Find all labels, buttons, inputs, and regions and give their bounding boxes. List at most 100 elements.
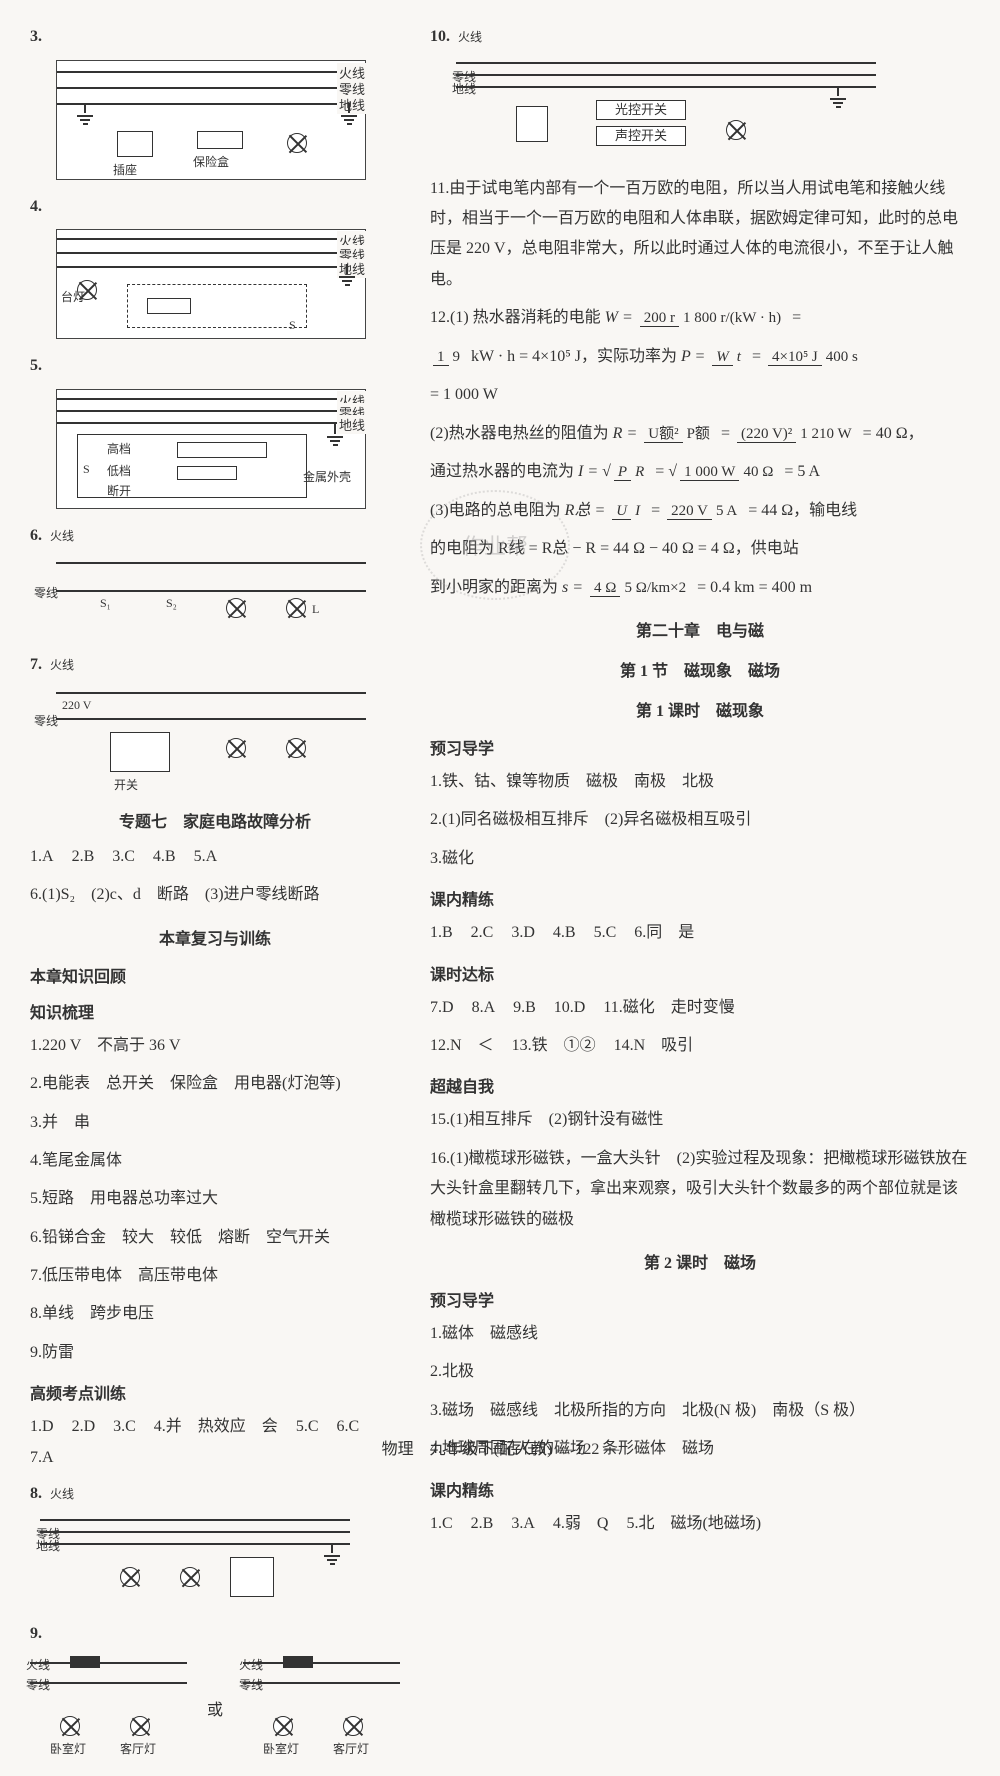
pv2-3: 3.磁场 磁感线 北极所指的方向 北极(N 极) 南极（S 极） <box>430 1396 970 1426</box>
q12-w-b: 1 800 r/(kW · h) <box>679 310 785 326</box>
q12-w-eq: W = <box>605 309 633 326</box>
hf-1: 1.D <box>30 1418 54 1435</box>
d4-s: S <box>289 318 296 333</box>
ic1-5: 5.C <box>594 924 617 941</box>
p-v-t: 4×10⁵ J <box>768 349 822 366</box>
by15: 15.(1)相互排斥 (2)钢针没有磁性 <box>430 1105 970 1135</box>
d6-s2: S₂ <box>166 596 177 611</box>
ch20-title: 第二十章 电与磁 <box>430 617 970 641</box>
d9b-living: 客厅灯 <box>333 1740 369 1757</box>
d9b-bed: 卧室灯 <box>263 1740 299 1757</box>
kl-4: 4.笔尾金属体 <box>30 1146 400 1176</box>
ic2-5: 5.北 磁场(地磁场) <box>626 1515 761 1532</box>
sb: 5 Ω/km×2 <box>620 580 690 596</box>
ic1-1: 1.B <box>430 924 453 941</box>
pv1-1: 1.铁、钴、镍等物质 磁极 南极 北极 <box>430 767 970 797</box>
q12-lead: 12.(1) 热水器消耗的电能 <box>430 309 601 326</box>
ksa-10: 10.D <box>554 999 586 1016</box>
pv2-1: 1.磁体 磁感线 <box>430 1319 970 1349</box>
rt2b: 5 A <box>712 503 741 519</box>
r1t: U额² <box>644 426 682 443</box>
by16: 16.(1)橄榄球形磁铁，一盒大头针 (2)实验过程及现象：把橄榄球形磁铁放在大… <box>430 1144 970 1235</box>
ksa-9: 9.B <box>513 999 536 1016</box>
dist-lead: 到小明家的距离为 <box>430 579 562 596</box>
d6-l: L <box>312 602 319 617</box>
d9b-neutral: 零线 <box>239 1676 263 1693</box>
ksb-12: 12.N ＜ <box>430 1037 494 1054</box>
r1b: P额 <box>683 426 714 442</box>
d3-fuse-label: 保险盒 <box>193 153 229 170</box>
q12-dist: 到小明家的距离为 s = 4 Ω5 Ω/km×2 = 0.4 km = 400 … <box>430 573 970 604</box>
d10-ground: 地线 <box>452 80 476 97</box>
diagram-8: 零线 地线 <box>40 1517 350 1607</box>
rtot-eq: R总 = <box>565 502 606 519</box>
d5-s: S <box>83 462 90 477</box>
d10-light-sw: 光控开关 <box>596 100 686 120</box>
r-eq: R = <box>613 425 638 442</box>
preview-2: 预习导学 <box>430 1287 970 1311</box>
p-v-b: 400 s <box>822 349 862 365</box>
q9-num: 9. <box>30 1625 42 1642</box>
ksb-14: 14.N 吸引 <box>614 1037 694 1054</box>
d10-fire: 火线 <box>458 30 482 44</box>
kl-9: 9.防雷 <box>30 1338 400 1368</box>
pv1-2: 2.(1)同名磁极相互排斥 (2)异名磁极相互吸引 <box>430 805 970 835</box>
preview-1: 预习导学 <box>430 735 970 759</box>
d8-fire: 火线 <box>50 1487 74 1501</box>
d9a-bed: 卧室灯 <box>50 1740 86 1757</box>
ic2-answers: 1.C 2.B 3.A 4.弱 Q 5.北 磁场(地磁场) <box>430 1509 970 1539</box>
q3-num: 3. <box>30 28 42 45</box>
inclass-1: 课内精练 <box>430 886 970 910</box>
p-wt-b: t <box>733 349 745 365</box>
beyond-head: 超越自我 <box>430 1073 970 1097</box>
hf-3: 3.C <box>113 1418 136 1435</box>
hf-2: 2.D <box>72 1418 96 1435</box>
rtt: U <box>612 503 631 520</box>
diagram-9-pair: 火线 零线 卧室灯 客厅灯 或 火线 零线 卧室灯 客厅灯 <box>30 1650 400 1766</box>
diagram-10: 零线 地线 光控开关 声控开关 <box>456 60 876 160</box>
q12-3-lead: (3)电路的总电阻为 <box>430 502 565 519</box>
d3-ground-label: 地线 <box>337 95 367 114</box>
hf-6: 6.C <box>336 1418 359 1435</box>
q12-rline: 的电阻为 R线 = R总 − R = 44 Ω − 40 Ω = 4 Ω，供电站 <box>430 534 970 564</box>
ic1-3: 3.D <box>511 924 535 941</box>
topic7-title: 专题七 家庭电路故障分析 <box>30 808 400 832</box>
ic2-1: 1.C <box>430 1515 453 1532</box>
sec-review: 本章知识回顾 <box>30 963 400 987</box>
r2t: (220 V)² <box>737 426 796 443</box>
t7-a1: 1.A <box>30 848 54 865</box>
d7-neutral: 零线 <box>34 712 58 729</box>
les1-title: 第 1 课时 磁现象 <box>430 697 970 721</box>
i-eq: I = <box>578 463 598 480</box>
review-title: 本章复习与训练 <box>30 925 400 949</box>
d6-s1: S₁ <box>100 596 111 611</box>
q12-kwh: kW · h = 4×10⁵ J，实际功率为 <box>471 348 681 365</box>
i1b: R <box>631 464 648 480</box>
d9a-fire: 火线 <box>26 1656 50 1673</box>
p-wt-t: W <box>712 349 733 366</box>
q12-w-t: 200 r <box>640 310 679 327</box>
q4-num: 4. <box>30 198 42 215</box>
q6-num: 6. <box>30 527 42 544</box>
d5-hi: 高档 <box>107 440 131 457</box>
les2-title: 第 2 课时 磁场 <box>430 1249 970 1273</box>
r-res: = 40 Ω， <box>863 425 924 442</box>
d6-neutral: 零线 <box>34 584 58 601</box>
s-eq: s = <box>562 579 583 596</box>
t7-a4: 4.B <box>153 848 176 865</box>
q5-num: 5. <box>30 357 42 374</box>
topic7-q6: 6.(1)S₂ (2)c、d 断路 (3)进户零线断路 <box>30 880 400 910</box>
d9b-fire: 火线 <box>239 1656 263 1673</box>
t7-a3: 3.C <box>112 848 135 865</box>
kl-1: 1.220 V 不高于 36 V <box>30 1031 400 1061</box>
q12-p-res: = 1 000 W <box>430 380 970 410</box>
q12-1b: 19 kW · h = 4×10⁵ J，实际功率为 P = Wt = 4×10⁵… <box>430 342 970 373</box>
q12-p-eq: P = <box>681 348 705 365</box>
hf-4: 4.并 热效应 会 <box>154 1418 278 1435</box>
f19t: 1 <box>433 349 449 366</box>
d7-sw: 开关 <box>114 776 138 793</box>
s-res: = 0.4 km = 400 m <box>697 579 812 596</box>
q12-i: 通过热水器的电流为 I = √PR = √1 000 W40 Ω = 5 A <box>430 457 970 488</box>
st: 4 Ω <box>590 580 620 597</box>
footer-page: 122 <box>575 1441 599 1458</box>
